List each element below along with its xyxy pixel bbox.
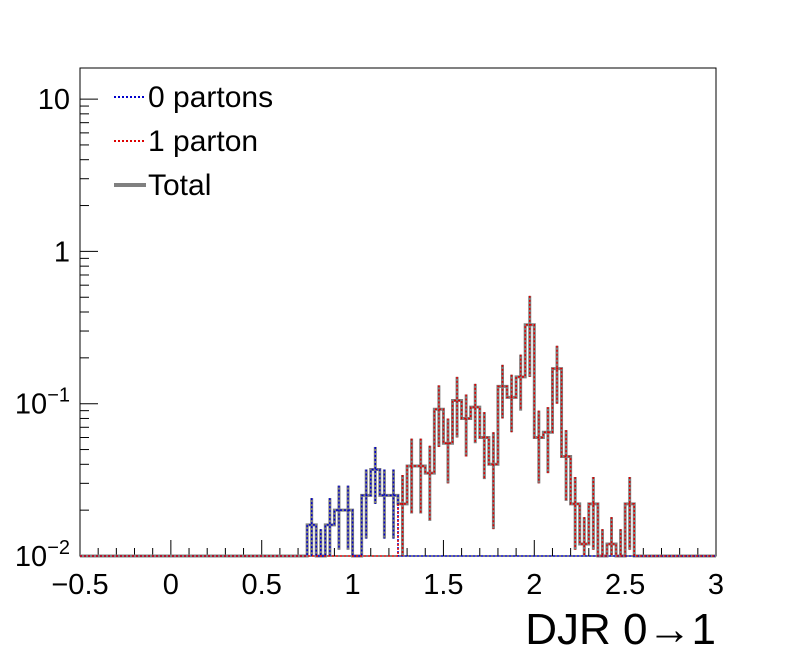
y-tick-base: 1 (54, 236, 70, 268)
legend-label: Total (148, 169, 211, 202)
y-tick-label: 1 (54, 236, 70, 268)
x-tick-label: 3 (708, 569, 724, 601)
x-tick-label: 2 (526, 569, 542, 601)
y-tick-exponent: −1 (47, 385, 70, 407)
x-tick-label: −0.5 (51, 569, 108, 601)
legend-label: 0 partons (148, 81, 273, 114)
y-tick-base: 10 (15, 541, 47, 573)
legend-entry: 1 parton (114, 125, 258, 158)
x-tick-label: 1.5 (423, 569, 463, 601)
y-tick-label: 10−1 (15, 385, 70, 421)
legend-entry: 0 partons (114, 81, 273, 114)
legend-entry: Total (114, 169, 211, 202)
x-tick-label: 0 (163, 569, 179, 601)
y-tick-label: 10−2 (15, 537, 70, 573)
y-tick-exponent: −2 (47, 537, 70, 559)
y-tick-base: 10 (15, 389, 47, 421)
legend-label: 1 parton (148, 125, 258, 158)
x-tick-label: 2.5 (605, 569, 645, 601)
x-axis-title: DJR 0→1 (525, 605, 716, 654)
y-tick-base: 10 (38, 84, 70, 116)
x-tick-label: 1 (345, 569, 361, 601)
one-parton-histogram (80, 323, 716, 557)
y-tick-label: 10 (38, 84, 70, 116)
x-tick-label: 0.5 (242, 569, 282, 601)
